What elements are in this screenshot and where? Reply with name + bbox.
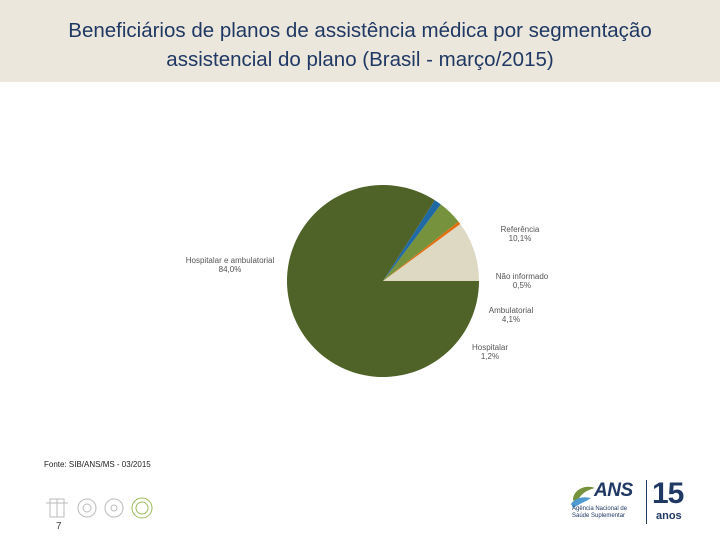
logo-name: ANS bbox=[594, 480, 633, 501]
pie-slice bbox=[383, 224, 479, 281]
ans-logo bbox=[571, 486, 595, 508]
slice-label: Hospitalar bbox=[472, 343, 508, 352]
slice-label: Ambulatorial bbox=[489, 306, 534, 315]
header-band bbox=[0, 0, 720, 82]
slice-value-label: 1,2% bbox=[481, 352, 499, 361]
slice-value-label: 4,1% bbox=[502, 315, 520, 324]
seal-icon bbox=[131, 497, 153, 519]
building-icon bbox=[46, 498, 68, 518]
pie-slice bbox=[287, 185, 480, 378]
pie-slice bbox=[383, 204, 459, 281]
pie-slice bbox=[383, 221, 461, 281]
gear-icon bbox=[104, 498, 124, 518]
slice-label: Referência bbox=[501, 225, 540, 234]
globe-icon bbox=[77, 498, 97, 518]
slice-value-label: 84,0% bbox=[219, 265, 242, 274]
page-title: Beneficiários de planos de assistência m… bbox=[68, 19, 652, 71]
slice-value-label: 0,5% bbox=[513, 281, 531, 290]
logo-divider bbox=[646, 480, 647, 524]
slice-label: Hospitalar e ambulatorial bbox=[186, 256, 275, 265]
page-number: 7 bbox=[56, 521, 62, 532]
slice-value-label: 10,1% bbox=[509, 234, 532, 243]
logo-subtitle: Agência Nacional de Saúde Suplementar bbox=[572, 506, 628, 519]
footer-icons bbox=[46, 497, 153, 519]
anniversary-number: 15 bbox=[652, 477, 684, 510]
pie-slice bbox=[383, 200, 441, 281]
anniversary-word: anos bbox=[656, 510, 682, 522]
source-note: Fonte: SIB/ANS/MS - 03/2015 bbox=[44, 460, 151, 469]
leaf-icon bbox=[571, 486, 595, 508]
slice-label: Não informado bbox=[496, 272, 549, 281]
